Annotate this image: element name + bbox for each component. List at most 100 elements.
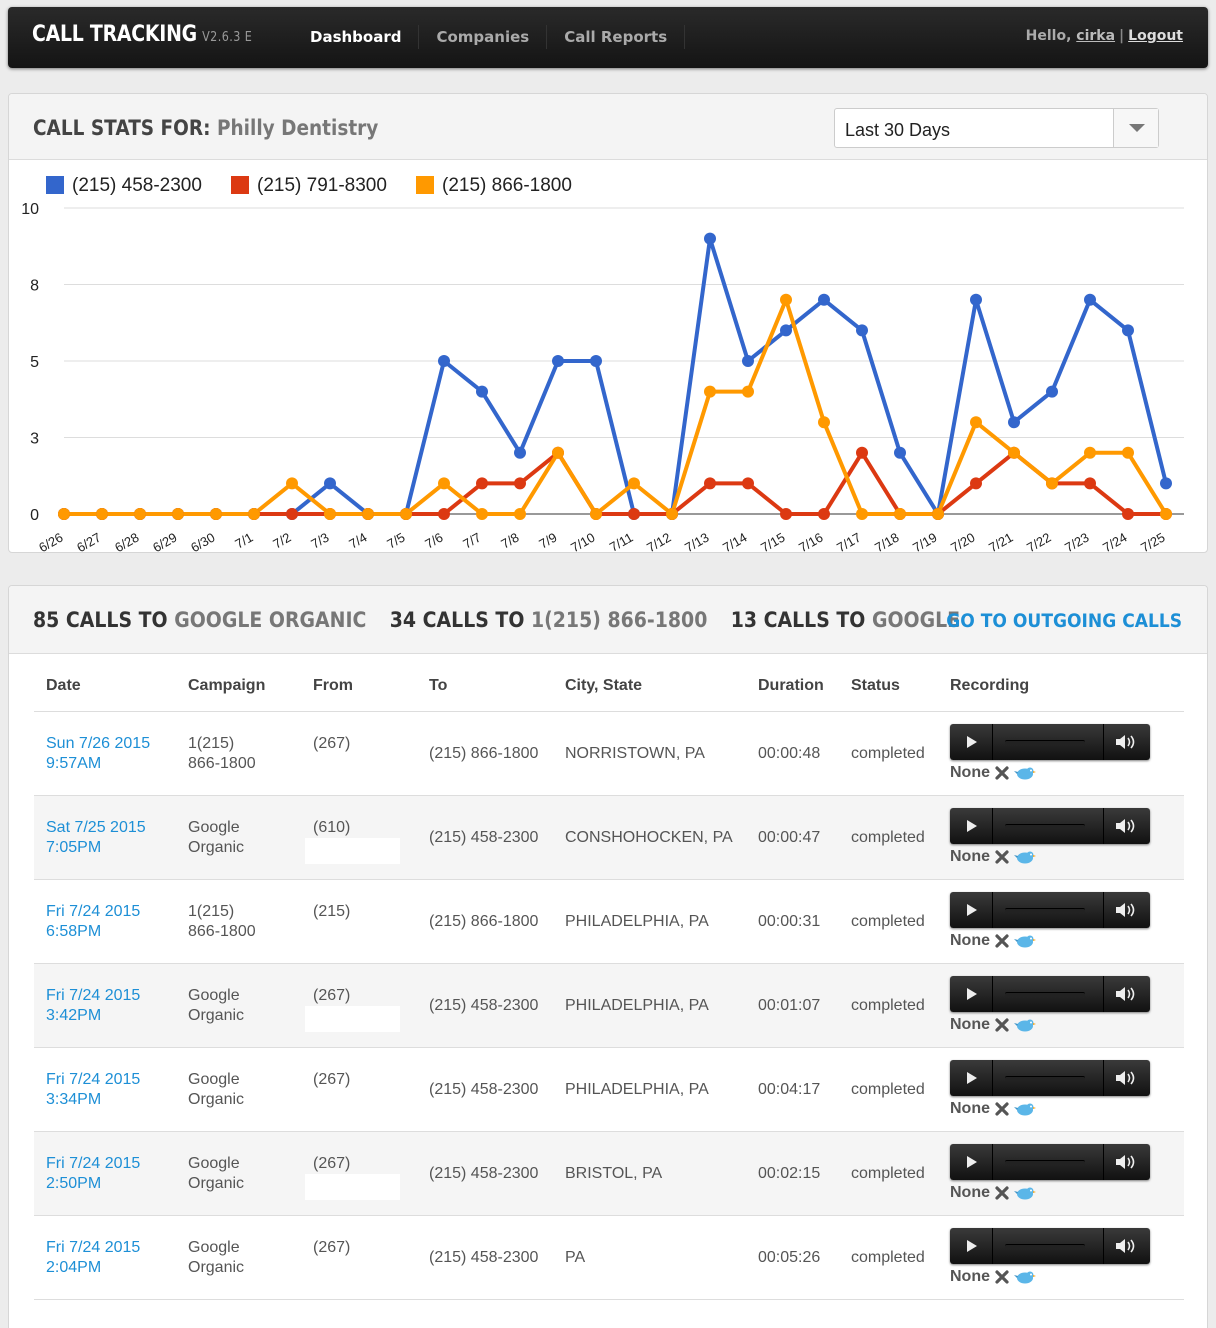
data-point[interactable] bbox=[1122, 446, 1134, 459]
play-icon[interactable] bbox=[967, 1155, 977, 1168]
chevron-down-icon[interactable] bbox=[1113, 109, 1158, 147]
data-point[interactable] bbox=[856, 324, 868, 337]
delete-x-icon[interactable] bbox=[994, 1101, 1010, 1117]
call-date-time[interactable]: 2:04PM bbox=[46, 1258, 102, 1276]
call-date-day[interactable]: Fri 7/24 2015 bbox=[46, 1070, 141, 1088]
data-point[interactable] bbox=[590, 355, 602, 367]
volume-icon[interactable] bbox=[1114, 986, 1140, 1002]
data-point[interactable] bbox=[856, 508, 868, 520]
col-duration[interactable]: Duration bbox=[746, 671, 839, 712]
data-point[interactable] bbox=[1084, 477, 1096, 490]
data-point[interactable] bbox=[476, 508, 488, 520]
call-date[interactable]: Fri 7/24 2015 3:42PM bbox=[34, 963, 176, 1048]
bird-icon[interactable] bbox=[1014, 1269, 1036, 1285]
data-point[interactable] bbox=[514, 508, 526, 520]
delete-x-icon[interactable] bbox=[994, 1017, 1010, 1033]
data-point[interactable] bbox=[172, 508, 184, 520]
date-range-select[interactable]: Last 30 Days bbox=[834, 108, 1159, 148]
call-date-day[interactable]: Sat 7/25 2015 bbox=[46, 818, 146, 836]
col-date[interactable]: Date bbox=[34, 671, 176, 712]
data-point[interactable] bbox=[1046, 477, 1058, 490]
delete-x-icon[interactable] bbox=[994, 1269, 1010, 1285]
delete-x-icon[interactable] bbox=[994, 765, 1010, 781]
data-point[interactable] bbox=[1160, 508, 1172, 520]
data-point[interactable] bbox=[1046, 385, 1058, 398]
username-link[interactable]: cirka bbox=[1076, 28, 1116, 44]
data-point[interactable] bbox=[476, 385, 488, 398]
data-point[interactable] bbox=[286, 477, 298, 490]
data-point[interactable] bbox=[932, 508, 944, 520]
col-from[interactable]: From bbox=[301, 671, 417, 712]
data-point[interactable] bbox=[970, 477, 982, 490]
data-point[interactable] bbox=[1008, 446, 1020, 459]
data-point[interactable] bbox=[1160, 477, 1172, 490]
call-date-time[interactable]: 3:34PM bbox=[46, 1090, 102, 1108]
call-date-time[interactable]: 7:05PM bbox=[46, 838, 102, 856]
data-point[interactable] bbox=[970, 416, 982, 429]
data-point[interactable] bbox=[134, 508, 146, 520]
data-point[interactable] bbox=[742, 355, 754, 367]
bird-icon[interactable] bbox=[1014, 849, 1036, 865]
data-point[interactable] bbox=[324, 477, 336, 490]
call-date[interactable]: Fri 7/24 2015 3:34PM bbox=[34, 1047, 176, 1132]
call-date-day[interactable]: Fri 7/24 2015 bbox=[46, 1238, 141, 1256]
volume-icon[interactable] bbox=[1114, 1238, 1140, 1254]
audio-progress-track[interactable] bbox=[1005, 991, 1085, 997]
delete-x-icon[interactable] bbox=[994, 1185, 1010, 1201]
data-point[interactable] bbox=[742, 385, 754, 398]
data-point[interactable] bbox=[438, 355, 450, 367]
data-point[interactable] bbox=[856, 446, 868, 459]
call-date-time[interactable]: 2:50PM bbox=[46, 1174, 102, 1192]
call-date-time[interactable]: 3:42PM bbox=[46, 1006, 102, 1024]
col-status[interactable]: Status bbox=[839, 671, 938, 712]
nav-call-reports[interactable]: Call Reports bbox=[547, 25, 686, 49]
data-point[interactable] bbox=[58, 508, 70, 520]
data-point[interactable] bbox=[628, 508, 640, 520]
data-point[interactable] bbox=[970, 293, 982, 306]
data-point[interactable] bbox=[286, 508, 298, 520]
audio-progress-track[interactable] bbox=[1005, 907, 1085, 913]
data-point[interactable] bbox=[1084, 446, 1096, 459]
data-point[interactable] bbox=[780, 324, 792, 337]
call-date-day[interactable]: Fri 7/24 2015 bbox=[46, 902, 141, 920]
data-point[interactable] bbox=[1122, 508, 1134, 520]
data-point[interactable] bbox=[704, 385, 716, 398]
call-date-day[interactable]: Sun 7/26 2015 bbox=[46, 734, 151, 752]
data-point[interactable] bbox=[514, 446, 526, 459]
data-point[interactable] bbox=[780, 508, 792, 520]
play-icon[interactable] bbox=[967, 987, 977, 1000]
data-point[interactable] bbox=[96, 508, 108, 520]
app-brand[interactable]: CALL TRACKING V2.6.3 E bbox=[32, 22, 252, 47]
data-point[interactable] bbox=[400, 508, 412, 520]
data-point[interactable] bbox=[552, 355, 564, 367]
nav-dashboard[interactable]: Dashboard bbox=[293, 25, 420, 49]
data-point[interactable] bbox=[590, 508, 602, 520]
data-point[interactable] bbox=[1008, 416, 1020, 429]
data-point[interactable] bbox=[324, 508, 336, 520]
data-point[interactable] bbox=[704, 232, 716, 245]
data-point[interactable] bbox=[704, 477, 716, 490]
data-point[interactable] bbox=[742, 477, 754, 490]
call-date-time[interactable]: 6:58PM bbox=[46, 922, 102, 940]
data-point[interactable] bbox=[552, 446, 564, 459]
bird-icon[interactable] bbox=[1014, 1101, 1036, 1117]
data-point[interactable] bbox=[628, 477, 640, 490]
data-point[interactable] bbox=[780, 293, 792, 306]
call-date[interactable]: Fri 7/24 2015 6:58PM bbox=[34, 879, 176, 964]
data-point[interactable] bbox=[210, 508, 222, 520]
data-point[interactable] bbox=[362, 508, 374, 520]
volume-icon[interactable] bbox=[1114, 1070, 1140, 1086]
play-icon[interactable] bbox=[967, 1239, 977, 1252]
call-date[interactable]: Sat 7/25 2015 7:05PM bbox=[34, 795, 176, 880]
logout-link[interactable]: Logout bbox=[1128, 28, 1183, 44]
play-icon[interactable] bbox=[967, 735, 977, 748]
volume-icon[interactable] bbox=[1114, 902, 1140, 918]
play-icon[interactable] bbox=[967, 1071, 977, 1084]
data-point[interactable] bbox=[818, 293, 830, 306]
data-point[interactable] bbox=[1122, 324, 1134, 337]
delete-x-icon[interactable] bbox=[994, 849, 1010, 865]
call-date-day[interactable]: Fri 7/24 2015 bbox=[46, 1154, 141, 1172]
bird-icon[interactable] bbox=[1014, 1017, 1036, 1033]
audio-progress-track[interactable] bbox=[1005, 1159, 1085, 1165]
volume-icon[interactable] bbox=[1114, 1154, 1140, 1170]
